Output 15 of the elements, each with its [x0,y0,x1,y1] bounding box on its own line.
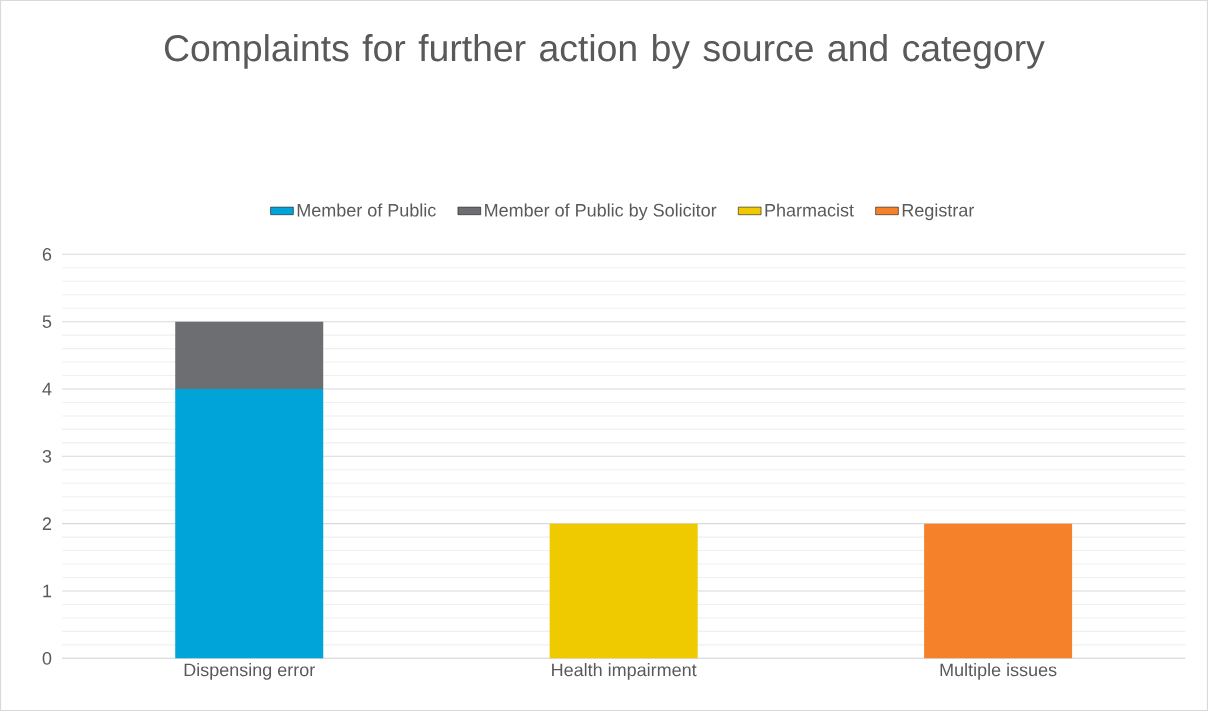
x-tick-label: Multiple issues [940,663,1057,680]
legend-label: Registrar [902,203,975,221]
y-tick-label: 4 [42,382,52,396]
chart-title: Complaints for further action by source and category [164,34,1045,69]
y-tick-label: 3 [42,449,52,463]
x-tick-label: Health impairment [552,663,697,680]
y-tick-label: 1 [43,584,52,598]
legend-label: Member of Public by Solicitor [485,203,717,221]
legend-label: Member of Public [297,203,436,217]
x-tick-label: Dispensing error [184,663,315,680]
legend-label: Pharmacist [765,203,854,217]
y-tick-label: 0 [42,651,52,665]
y-tick-label: 6 [42,247,52,261]
y-tick-label: 2 [42,517,52,530]
y-tick-label: 5 [42,315,52,328]
